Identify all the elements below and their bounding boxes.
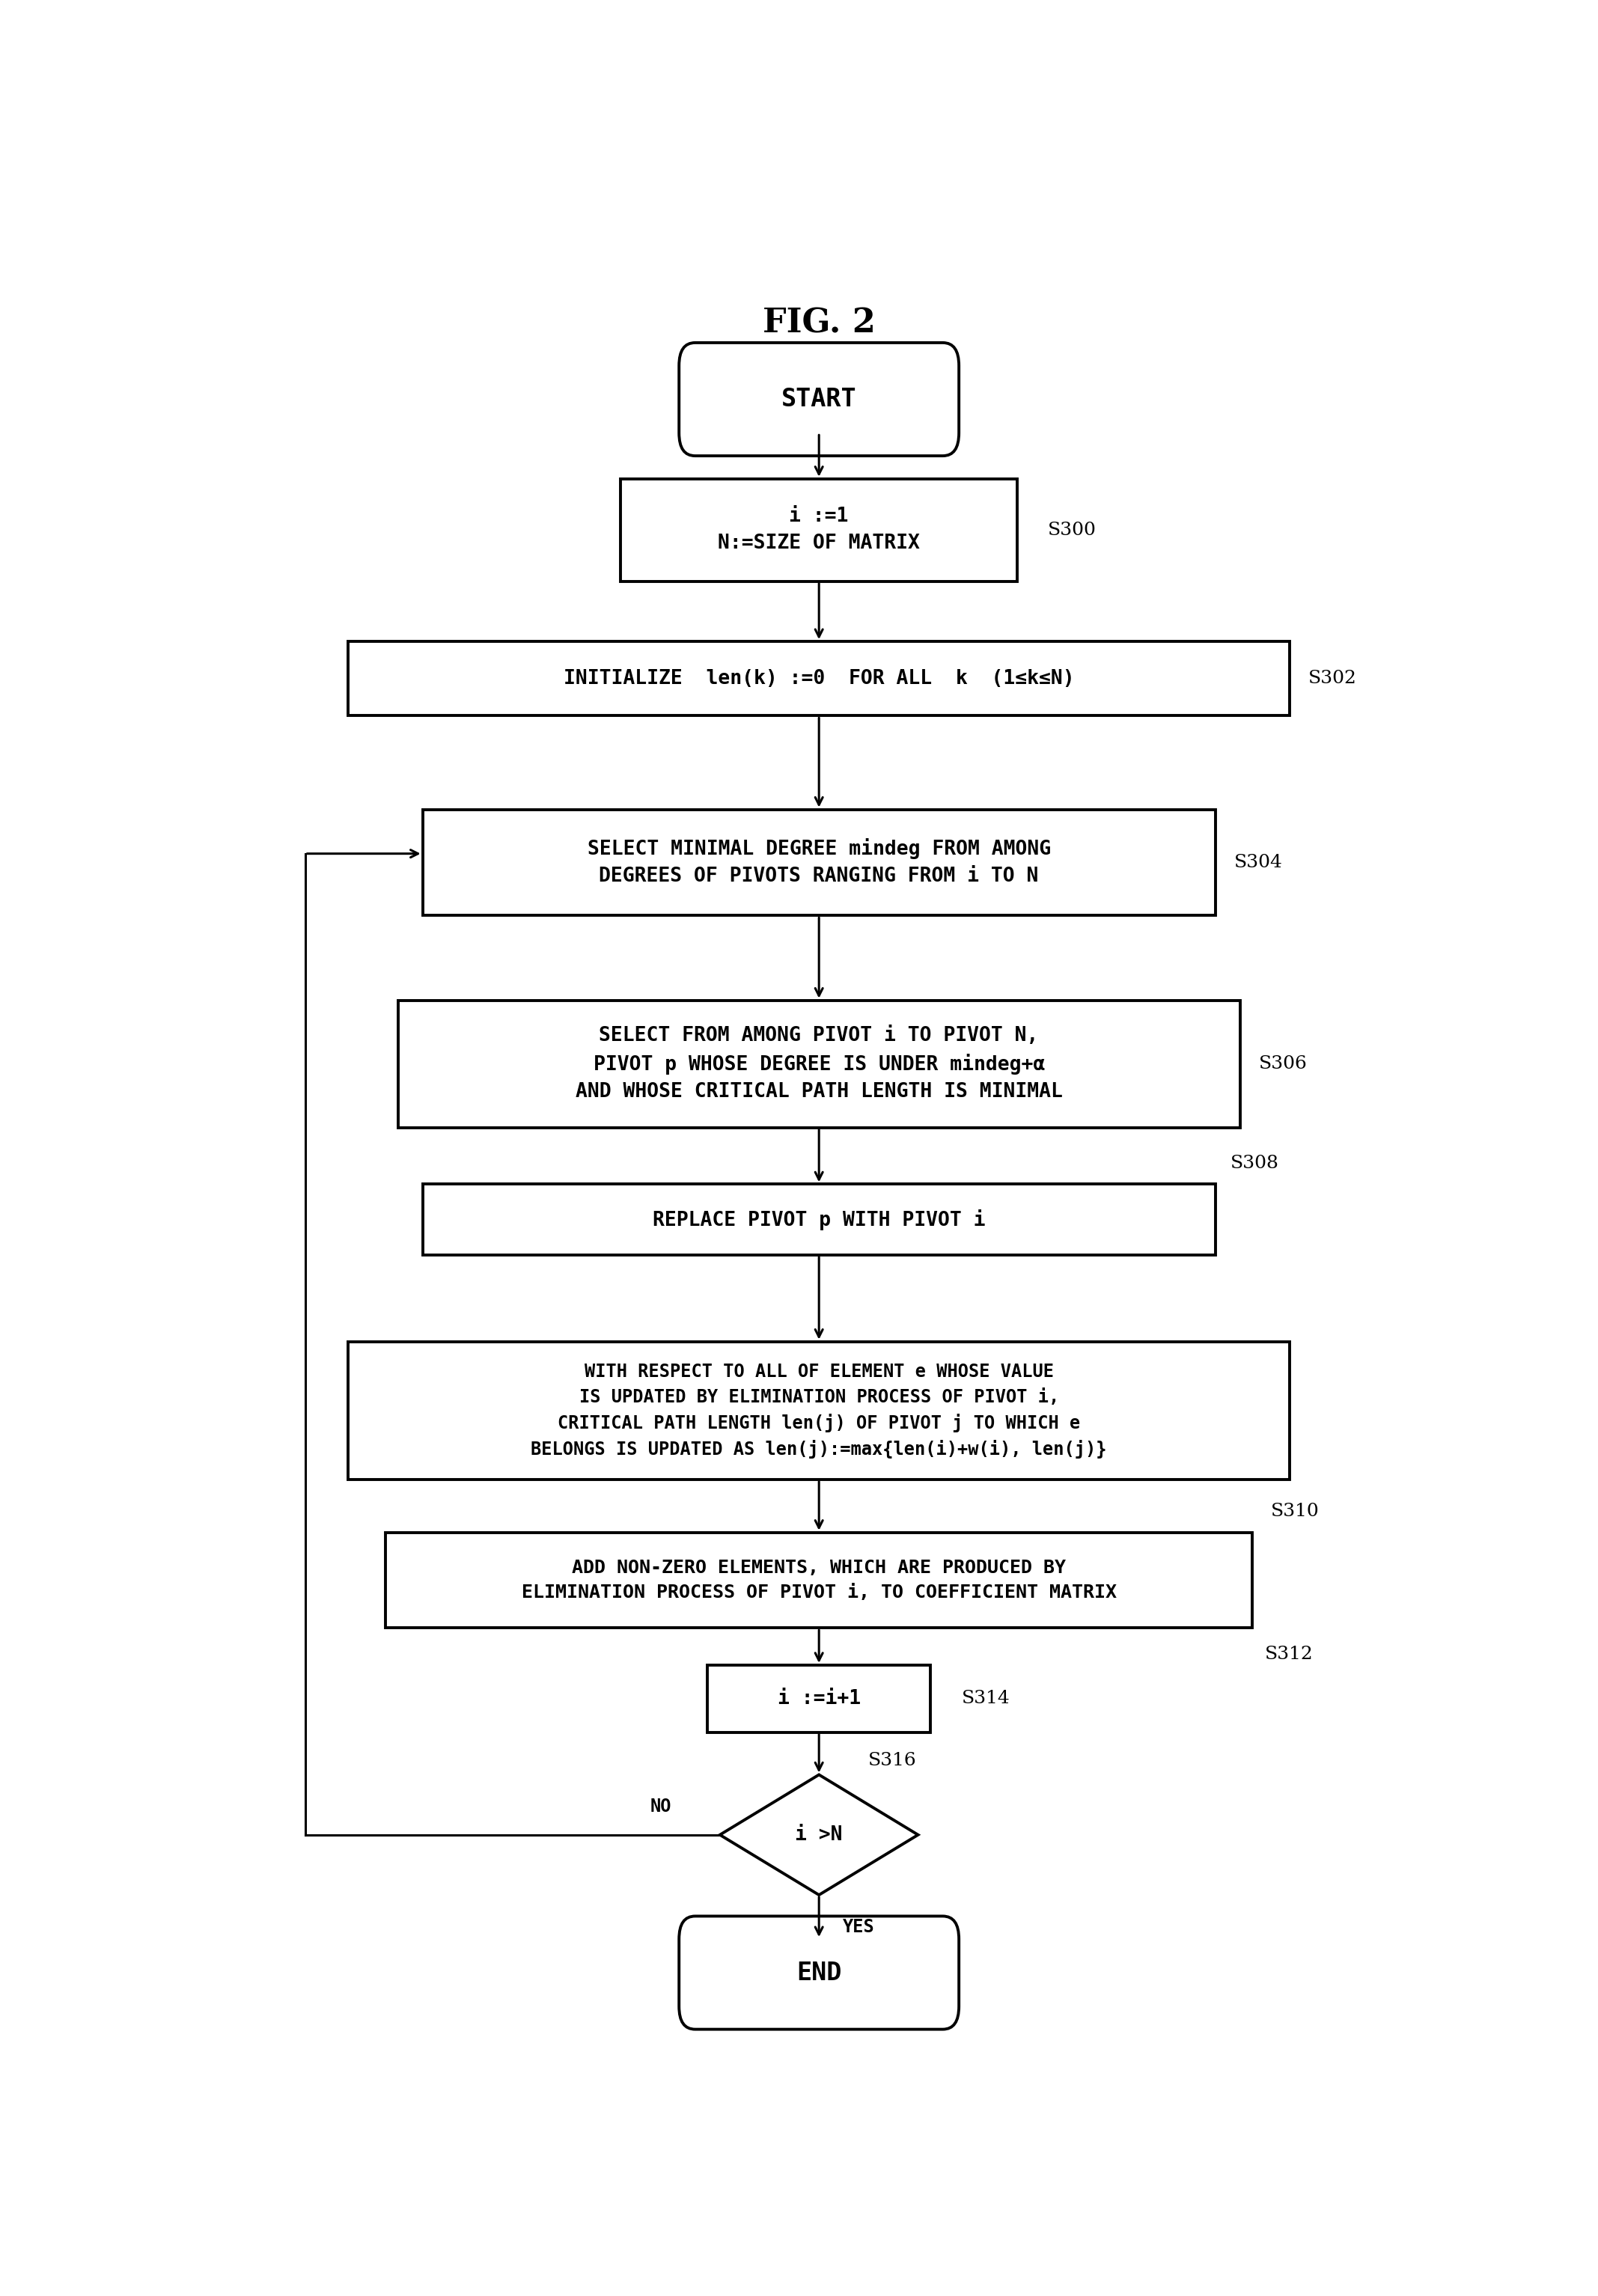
Text: i :=1
N:=SIZE OF MATRIX: i :=1 N:=SIZE OF MATRIX: [718, 507, 920, 553]
Text: INITIALIZE  len(k) :=0  FOR ALL  k  (1≤k≤N): INITIALIZE len(k) :=0 FOR ALL k (1≤k≤N): [564, 668, 1074, 689]
Text: S308: S308: [1230, 1155, 1278, 1171]
Text: S300: S300: [1048, 521, 1096, 540]
Text: END: END: [796, 1961, 842, 1986]
Text: i >N: i >N: [796, 1825, 842, 1844]
Bar: [398, 1001, 1240, 1127]
Text: S304: S304: [1234, 854, 1283, 870]
Text: S312: S312: [1266, 1646, 1314, 1662]
Text: i :=i+1: i :=i+1: [777, 1690, 861, 1708]
Bar: [348, 641, 1290, 716]
Text: WITH RESPECT TO ALL OF ELEMENT e WHOSE VALUE
IS UPDATED BY ELIMINATION PROCESS O: WITH RESPECT TO ALL OF ELEMENT e WHOSE V…: [531, 1364, 1107, 1458]
Text: REPLACE PIVOT p WITH PIVOT i: REPLACE PIVOT p WITH PIVOT i: [652, 1210, 986, 1231]
Text: S310: S310: [1270, 1502, 1320, 1520]
Bar: [422, 810, 1216, 916]
Bar: [422, 1185, 1216, 1256]
Text: S316: S316: [869, 1752, 917, 1770]
Text: SELECT MINIMAL DEGREE mindeg FROM AMONG
DEGREES OF PIVOTS RANGING FROM i TO N: SELECT MINIMAL DEGREE mindeg FROM AMONG …: [588, 838, 1050, 886]
Text: SELECT FROM AMONG PIVOT i TO PIVOT N,
PIVOT p WHOSE DEGREE IS UNDER mindeg+α
AND: SELECT FROM AMONG PIVOT i TO PIVOT N, PI…: [575, 1026, 1063, 1102]
FancyBboxPatch shape: [679, 342, 959, 457]
Text: FIG. 2: FIG. 2: [762, 308, 876, 340]
Bar: [385, 1531, 1253, 1628]
Text: START: START: [781, 388, 857, 411]
Text: S314: S314: [962, 1690, 1010, 1708]
Text: S306: S306: [1259, 1056, 1307, 1072]
Bar: [348, 1341, 1290, 1479]
FancyBboxPatch shape: [679, 1917, 959, 2030]
Polygon shape: [719, 1775, 917, 1894]
Text: S302: S302: [1309, 670, 1357, 687]
Text: YES: YES: [842, 1917, 874, 1936]
Text: ADD NON-ZERO ELEMENTS, WHICH ARE PRODUCED BY
ELIMINATION PROCESS OF PIVOT i, TO : ADD NON-ZERO ELEMENTS, WHICH ARE PRODUCE…: [521, 1559, 1117, 1603]
Bar: [708, 1665, 930, 1731]
Bar: [620, 480, 1016, 581]
Text: NO: NO: [650, 1798, 671, 1816]
